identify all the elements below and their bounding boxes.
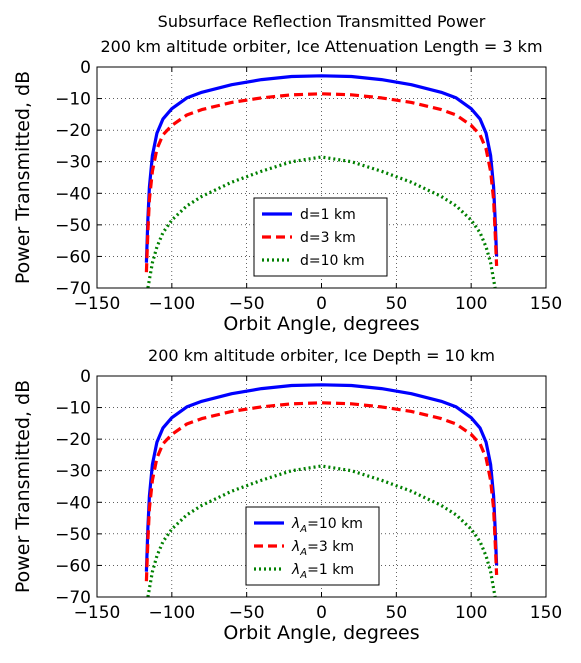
legend-label-2: λA=3 km — [291, 539, 354, 558]
chart-title: Subsurface Reflection Transmitted Power — [158, 12, 486, 31]
y-tick-label: −60 — [55, 247, 91, 267]
x-tick-label: −150 — [74, 603, 121, 623]
y-axis-label: Power Transmitted, dB — [12, 380, 34, 593]
y-tick-label: −20 — [55, 430, 91, 450]
y-tick-label: −70 — [55, 279, 91, 299]
legend-label-3: λA=1 km — [291, 562, 354, 581]
series-line-2 — [144, 92, 499, 273]
x-tick-label: 150 — [530, 294, 562, 314]
y-tick-label: −20 — [55, 121, 91, 141]
legend-label-2: d=3 km — [300, 230, 356, 246]
legend: d=1 km d=3 km d=10 km — [253, 197, 388, 277]
y-tick-label: −10 — [55, 399, 91, 419]
y-tick-label: −40 — [55, 184, 91, 204]
x-tick-label: 50 — [386, 603, 408, 623]
y-tick-label: 0 — [80, 58, 91, 78]
x-tick-label: 100 — [455, 294, 487, 314]
series-line-1 — [144, 383, 499, 572]
y-tick-label: −70 — [55, 588, 91, 608]
x-tick-label: −50 — [229, 294, 265, 314]
x-axis-label: Orbit Angle, degrees — [223, 313, 419, 335]
legend-label-3: d=10 km — [300, 253, 365, 269]
x-axis-label: Orbit Angle, degrees — [223, 622, 419, 644]
series-line-1 — [144, 74, 499, 263]
y-tick-label: 0 — [80, 367, 91, 387]
x-tick-label: 150 — [530, 603, 562, 623]
x-tick-label: −50 — [229, 603, 265, 623]
legend: λA=10 km λA=3 km λA=1 km — [245, 506, 380, 586]
x-tick-label: −100 — [148, 294, 195, 314]
y-tick-label: −30 — [55, 462, 91, 482]
x-tick-label: 50 — [386, 294, 408, 314]
x-tick-label: 0 — [316, 603, 327, 623]
chart-title: 200 km altitude orbiter, Ice Depth = 10 … — [148, 346, 495, 365]
x-tick-label: 0 — [316, 294, 327, 314]
legend-label-1: λA=10 km — [291, 516, 363, 535]
chart-title: 200 km altitude orbiter, Ice Attenuation… — [100, 37, 542, 56]
chart-panel-1: Subsurface Reflection Transmitted Power 2… — [12, 12, 562, 335]
y-tick-label: −50 — [55, 525, 91, 545]
series-line-2 — [144, 401, 499, 582]
y-tick-label: −10 — [55, 90, 91, 110]
x-tick-label: −150 — [74, 294, 121, 314]
y-tick-label: −30 — [55, 153, 91, 173]
y-tick-label: −60 — [55, 556, 91, 576]
x-tick-label: 100 — [455, 603, 487, 623]
x-tick-label: −100 — [148, 603, 195, 623]
y-axis-label: Power Transmitted, dB — [12, 71, 34, 284]
legend-label-1: d=1 km — [300, 207, 356, 223]
chart-panel-2: 200 km altitude orbiter, Ice Depth = 10 … — [12, 346, 562, 644]
y-tick-label: −40 — [55, 493, 91, 513]
y-tick-label: −50 — [55, 216, 91, 236]
